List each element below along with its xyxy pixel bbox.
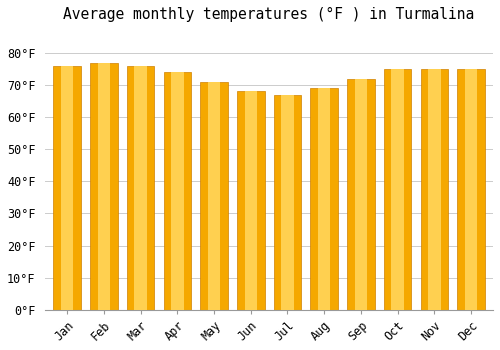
- Bar: [200, 82, 228, 310]
- Bar: [420, 69, 448, 310]
- Bar: [237, 91, 264, 310]
- Bar: [208, 82, 220, 310]
- Bar: [274, 95, 301, 310]
- Bar: [354, 79, 367, 310]
- Bar: [282, 95, 294, 310]
- Bar: [318, 88, 330, 310]
- Bar: [98, 63, 110, 310]
- Bar: [347, 79, 374, 310]
- Bar: [458, 69, 485, 310]
- Bar: [54, 66, 81, 310]
- Bar: [384, 69, 411, 310]
- Bar: [61, 66, 74, 310]
- Bar: [244, 91, 257, 310]
- Bar: [127, 66, 154, 310]
- Bar: [392, 69, 404, 310]
- Bar: [428, 69, 440, 310]
- Bar: [90, 63, 118, 310]
- Bar: [310, 88, 338, 310]
- Title: Average monthly temperatures (°F ) in Turmalina: Average monthly temperatures (°F ) in Tu…: [64, 7, 474, 22]
- Bar: [465, 69, 477, 310]
- Bar: [134, 66, 147, 310]
- Bar: [164, 72, 191, 310]
- Bar: [171, 72, 183, 310]
